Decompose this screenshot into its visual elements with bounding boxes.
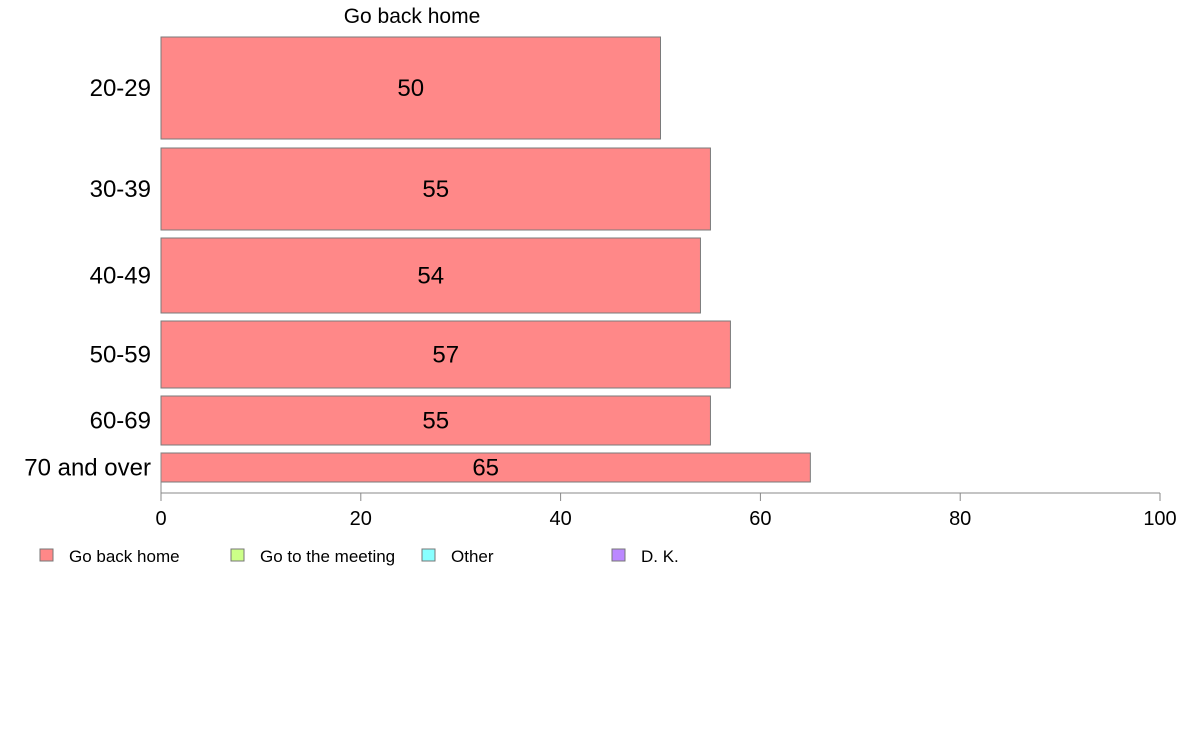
category-label: 30-39: [90, 176, 151, 203]
bar-20-29: [160, 36, 661, 140]
x-tick-label: 0: [155, 508, 166, 530]
x-tick-label: 20: [350, 508, 372, 530]
data-label: 57: [432, 342, 459, 369]
data-label: 55: [422, 408, 449, 435]
bar-60-69: [160, 395, 711, 446]
legend-label: Other: [451, 547, 494, 566]
category-label: 70 and over: [24, 455, 151, 482]
legend-swatch: [230, 548, 245, 562]
data-label: 55: [422, 176, 449, 203]
bars-group: 20-29 50 30-39 55 40-49 54 50-59 57 60-69 55 70 an…: [24, 36, 811, 483]
data-label: 50: [397, 75, 424, 102]
x-tick-label: 60: [749, 508, 771, 530]
category-label: 20-29: [90, 75, 151, 102]
bar-50-59: [160, 320, 731, 389]
data-label: 65: [472, 455, 499, 482]
bar-40-49: [160, 237, 701, 314]
legend-swatch: [611, 548, 626, 562]
category-label: 50-59: [90, 342, 151, 369]
legend-label: Go to the meeting: [260, 547, 395, 566]
x-axis: 0 20 40 60 80 100: [155, 453, 1177, 530]
x-tick-label: 40: [549, 508, 571, 530]
legend-label: Go back home: [69, 547, 180, 566]
data-label: 54: [417, 263, 444, 290]
bar-30-39: [160, 147, 711, 231]
x-tick-label: 80: [949, 508, 971, 530]
legend-label: D. K.: [641, 547, 679, 566]
legend: Go back home Go to the meeting Other D. K.: [39, 547, 679, 566]
x-tick-label: 100: [1143, 508, 1176, 530]
category-label: 60-69: [90, 408, 151, 435]
category-label: 40-49: [90, 263, 151, 290]
chart-title: Go back home: [344, 5, 481, 28]
legend-swatch: [421, 548, 436, 562]
legend-swatch: [39, 548, 54, 562]
